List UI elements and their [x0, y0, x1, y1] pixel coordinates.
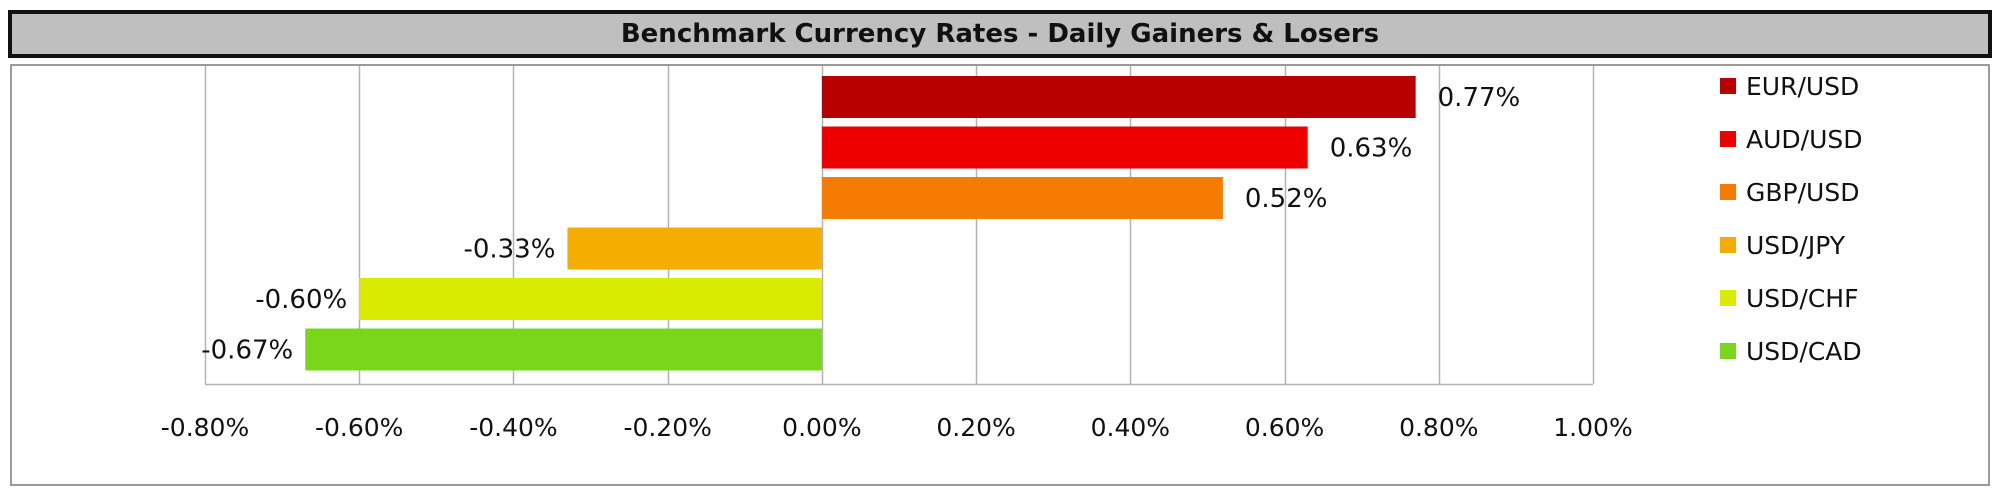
legend-label: AUD/USD	[1746, 125, 1863, 154]
x-tick-label: -0.20%	[623, 413, 711, 442]
data-label: -0.60%	[255, 285, 347, 315]
bar-eur-usd	[821, 76, 1416, 118]
x-tick-label: 0.60%	[1245, 413, 1324, 442]
chart-title: Benchmark Currency Rates - Daily Gainers…	[620, 19, 1380, 49]
legend-swatch	[1720, 184, 1736, 200]
x-tick-label: 0.80%	[1399, 413, 1478, 442]
data-labels: 0.77% 0.63%0.52% -0.33% -0.60% -0.67%	[201, 83, 1520, 366]
x-tick-label: 0.20%	[936, 413, 1015, 442]
legend-swatch	[1720, 237, 1736, 253]
data-label: 0.77%	[1438, 83, 1521, 113]
x-axis-tick-labels: -0.80% -0.60% -0.40% -0.20% 0.00% 0.20% 0.40% 0…	[161, 413, 1633, 442]
chart-frame: 0.77% 0.63% 0.52% -0.33% -0.60% -0.67% -0.80%…	[10, 64, 1990, 486]
legend-label: USD/CAD	[1746, 337, 1862, 366]
bar-chart: 0.77% 0.63%0.52% -0.33% -0.60% -0.67% -0.80%…	[161, 66, 1863, 442]
bar-usd-chf	[359, 278, 822, 320]
bar-gbp-usd	[821, 177, 1223, 219]
data-label: 0.63%	[1330, 134, 1413, 164]
x-tick-label: 1.00%	[1553, 413, 1632, 442]
bar-aud-usd	[821, 126, 1308, 169]
x-tick-label: -0.60%	[315, 413, 403, 442]
bars	[305, 76, 1416, 371]
legend-label: GBP/USD	[1746, 178, 1859, 207]
x-tick-label: 0.40%	[1091, 413, 1170, 442]
data-label: -0.33%	[463, 235, 555, 265]
bar-usd-cad	[305, 328, 822, 371]
legend-label: USD/JPY	[1746, 231, 1846, 260]
x-tick-label: -0.40%	[469, 413, 557, 442]
legend-label: USD/CHF	[1746, 284, 1858, 313]
legend-swatch	[1720, 78, 1736, 94]
bar-usd-jpy	[567, 227, 822, 270]
legend-label: EUR/USD	[1746, 72, 1859, 101]
data-label: -0.67%	[201, 336, 293, 366]
x-tick-label: -0.80%	[161, 413, 249, 442]
grid-lines	[204, 66, 1595, 386]
legend-swatch	[1720, 131, 1736, 147]
chart-title-bar: Benchmark Currency Rates - Daily Gainers…	[8, 10, 1992, 58]
x-tick-label: 0.00%	[782, 413, 861, 442]
legend: EUR/USD AUD/USD GBP/USD USD/JPY USD/CHF USD/C…	[1720, 72, 1863, 366]
data-label: 0.52%	[1245, 184, 1328, 214]
legend-swatch	[1720, 343, 1736, 359]
legend-swatch	[1720, 290, 1736, 306]
